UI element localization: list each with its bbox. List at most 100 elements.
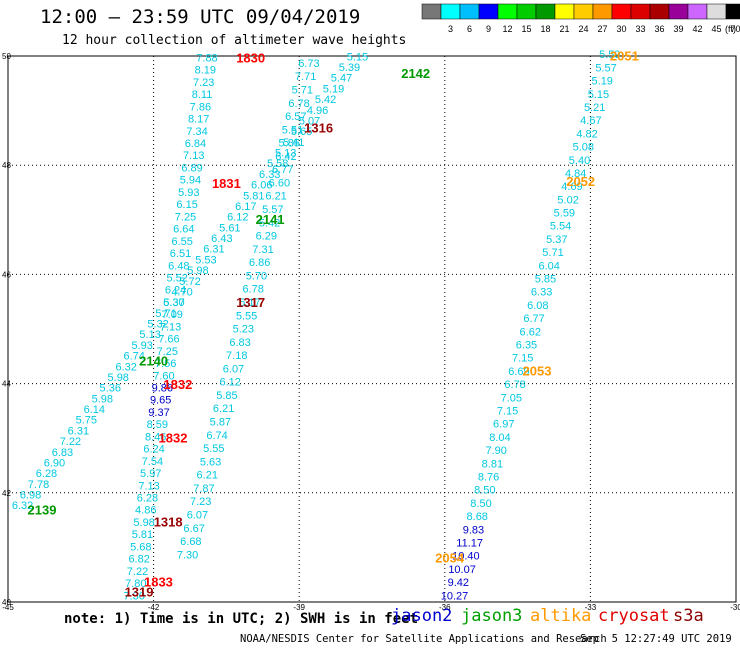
wave-height-value: 6.21 [265, 191, 286, 203]
wave-height-value: 5.13 [139, 329, 160, 341]
wave-height-value: 6.33 [531, 287, 552, 299]
x-tick-label: -30 [730, 603, 740, 610]
legend-tick-label: 24 [578, 24, 588, 34]
wave-height-value: 5.42 [259, 217, 280, 229]
wave-height-value: 7.23 [193, 77, 214, 89]
wave-height-value: 7.09 [162, 309, 183, 321]
wave-height-value: 5.15 [588, 89, 609, 101]
wave-height-value: 5.98 [187, 265, 208, 277]
wave-height-value: 10.27 [441, 590, 469, 602]
wave-height-value: 7.54 [142, 456, 163, 468]
wave-height-value: 6.04 [538, 260, 559, 272]
wave-height-value: 8.76 [478, 471, 499, 483]
wave-height-value: 5.93 [178, 187, 199, 199]
legend-tick-label: 15 [521, 24, 531, 34]
wave-height-value: 7.25 [175, 211, 196, 223]
wave-height-value: 8.46 [145, 431, 166, 443]
wave-height-value: 5.36 [100, 383, 121, 395]
wave-height-value: 5.55 [203, 443, 224, 455]
legend-tick-label: 3 [448, 24, 453, 34]
wave-height-value: 6.86 [249, 257, 270, 269]
wave-height-value: 5.59 [554, 208, 575, 220]
wave-height-value: 6.07 [187, 509, 208, 521]
wave-height-value: 5.17 [239, 297, 260, 309]
wave-height-value: 5.57 [262, 204, 283, 216]
legend-tick-label: 6 [467, 24, 472, 34]
wave-height-value: 7.30 [123, 590, 144, 602]
wave-height-value: 6.90 [44, 457, 65, 469]
wave-height-value: 5.55 [236, 310, 257, 322]
pass-time-label: 1833 [144, 575, 173, 590]
wave-height-value: 8.81 [482, 458, 503, 470]
wave-height-value: 4.86 [135, 505, 156, 517]
wave-height-value: 7.15 [512, 353, 533, 365]
wave-height-value: 6.69 [508, 366, 529, 378]
wave-height-value: 9.83 [463, 524, 484, 536]
wave-height-value: 7.13 [160, 321, 181, 333]
wave-height-value: 7.22 [60, 436, 81, 448]
wave-height-value: 5.37 [546, 234, 567, 246]
legend-jason2: jason2 [391, 606, 453, 626]
pass-time-label: 2141 [256, 212, 285, 227]
wave-height-value: 7.22 [127, 566, 148, 578]
wave-height-value: 6.68 [180, 536, 201, 548]
wave-height-value: 6.30 [163, 297, 184, 309]
pass-time-label: 2054 [435, 551, 465, 566]
wave-height-value: 6.24 [165, 285, 186, 297]
wave-height-value: 5.94 [180, 175, 201, 187]
legend-tick-label: 27 [597, 24, 607, 34]
legend-tick-label: 30 [616, 24, 626, 34]
wave-height-value: 4.82 [576, 128, 597, 140]
wave-height-value: 5.81 [132, 529, 153, 541]
wave-height-value: 11.17 [456, 537, 483, 549]
wave-height-value: 6.60 [269, 177, 290, 189]
wave-height-value: 8.04 [489, 432, 510, 444]
wave-height-value: 6.12 [227, 212, 248, 224]
wave-height-value: 6.43 [211, 233, 232, 245]
wave-height-value: 8.50 [474, 485, 495, 497]
credit-line: NOAA/NESDIS Center for Satellite Applica… [240, 633, 607, 645]
chart-title: 12:00 — 23:59 UTC 09/04/2019 [40, 6, 361, 28]
wave-height-value: 7.13 [138, 480, 159, 492]
wave-height-value: 6.28 [36, 468, 57, 480]
pass-time-label: 2051 [610, 48, 639, 63]
y-tick-label: 50 [2, 52, 11, 61]
wave-height-value: 5.51 [282, 124, 303, 136]
wave-height-value: 7.30 [177, 549, 198, 561]
wave-height-value: 5.53 [195, 254, 216, 266]
wave-height-value: 5.85 [535, 274, 556, 286]
wave-height-value: 5.85 [216, 390, 237, 402]
wave-height-value: 6.78 [288, 98, 309, 110]
x-tick-label: -39 [293, 603, 305, 610]
wave-height-value: 6.32 [116, 361, 137, 373]
wave-height-value: 5.41 [283, 137, 304, 149]
wave-height-value: 7.71 [295, 71, 316, 83]
wave-height-value: 6.98 [20, 489, 41, 501]
wave-height-value: 6.48 [168, 260, 189, 272]
legend-altika: altika [530, 606, 592, 626]
wave-height-value: 6.42 [275, 151, 296, 163]
pass-time-label: 1318 [154, 515, 183, 530]
wave-height-value: 6.07 [223, 363, 244, 375]
y-tick-label: 46 [2, 270, 11, 279]
wave-height-value: 9.37 [148, 407, 169, 419]
wave-height-value: 6.67 [183, 523, 204, 535]
wave-height-value: 5.68 [130, 541, 151, 553]
y-tick-label: 44 [2, 380, 11, 389]
legend-tick-label: 42 [692, 24, 702, 34]
wave-height-value: 8.17 [188, 114, 209, 126]
wave-height-value: 5.37 [163, 297, 184, 309]
wave-height-value: 6.57 [285, 111, 306, 123]
wave-height-value: 6.51 [170, 248, 191, 260]
pass-time-label: 2140 [139, 354, 168, 369]
wave-height-value: 6.64 [173, 224, 194, 236]
wave-height-value: 6.31 [203, 244, 224, 256]
wave-height-value: 7.13 [183, 150, 204, 162]
wave-height-value: 5.32 [147, 319, 168, 331]
wave-height-value: 5.40 [569, 155, 590, 167]
wave-height-value: 10.07 [448, 564, 476, 576]
wave-height-value: 5.39 [339, 62, 360, 74]
wave-height-value: 4.70 [171, 286, 192, 298]
wave-height-value: 6.55 [171, 236, 192, 248]
wave-height-value: 6.82 [128, 554, 149, 566]
